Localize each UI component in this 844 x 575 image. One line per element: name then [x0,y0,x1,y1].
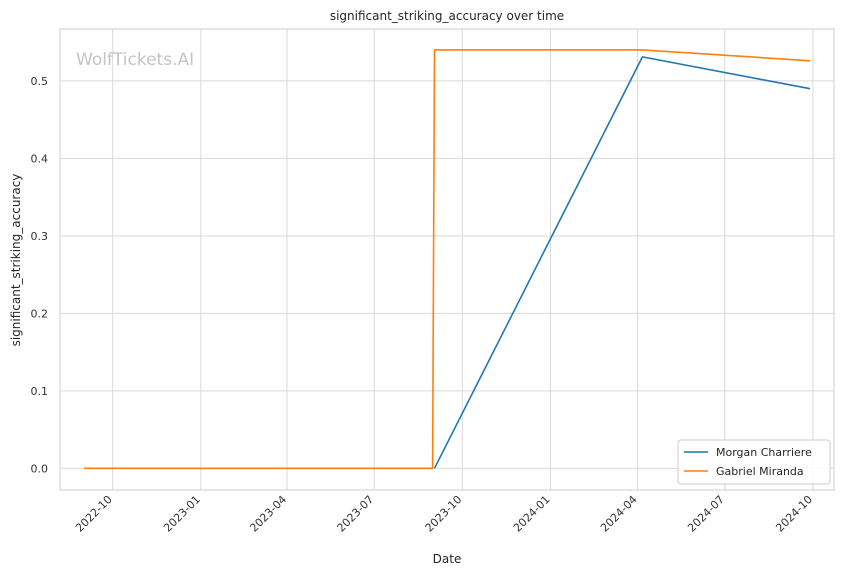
y-tick-label: 0.2 [31,307,49,320]
x-tick-label: 2024-07 [685,493,727,535]
watermark: WolfTickets.AI [76,50,194,70]
grid-lines [60,29,834,490]
y-tick-label: 0.1 [31,385,49,398]
x-tick-label: 2024-04 [598,493,640,535]
x-tick-label: 2024-10 [773,493,815,535]
legend: Morgan Charriere Gabriel Miranda [677,439,831,485]
y-axis-title: significant_striking_accuracy [9,174,23,347]
legend-label-morgan-charriere: Morgan Charriere [716,446,812,459]
x-tick-label: 2023-01 [161,493,203,535]
x-axis-title: Date [433,552,462,566]
series-lines [83,49,811,470]
legend-label-gabriel-miranda: Gabriel Miranda [716,465,804,478]
series-line-gabriel-miranda [83,49,811,470]
x-tick-label: 2023-10 [423,493,465,535]
legend-box [677,439,831,485]
chart-title: significant_striking_accuracy over time [330,9,564,23]
series-line-morgan-charriere [433,56,811,469]
plot-area [59,28,835,491]
y-tick-label: 0.3 [31,230,49,243]
x-tick-label: 2022-10 [73,493,115,535]
x-tick-label: 2024-01 [511,493,553,535]
y-tick-label: 0.5 [31,75,49,88]
y-tick-label: 0.0 [31,462,49,475]
x-tick-label: 2023-07 [335,493,377,535]
x-axis-ticks: 2022-10 2023-01 2023-04 2023-07 2023-10 2024-… [73,493,815,535]
y-tick-label: 0.4 [31,152,49,165]
y-axis-ticks: 0.0 0.1 0.2 0.3 0.4 0.5 [31,75,49,475]
x-tick-label: 2023-04 [247,493,289,535]
